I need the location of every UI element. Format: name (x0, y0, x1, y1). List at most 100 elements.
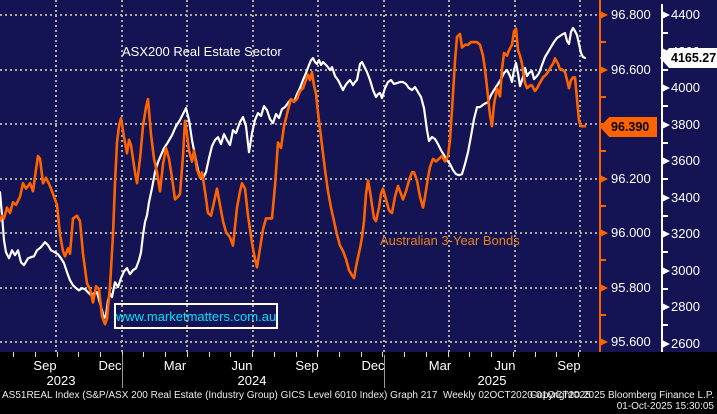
axis-tick-arrow (662, 266, 670, 275)
bonds-series-label: Australian 3-Year Bonds (380, 233, 520, 248)
x-minor-tick (447, 352, 449, 357)
axis-tick-arrow (662, 230, 670, 238)
year-separator (121, 355, 123, 388)
axis-tick-label: 3800 (671, 116, 700, 132)
axis-tick-arrow (600, 229, 608, 237)
axis-tick-arrow (662, 303, 670, 311)
axis-minor-tick (661, 141, 668, 144)
x-month-label: Sep (557, 358, 581, 373)
x-minor-tick (208, 352, 210, 357)
gridline-vertical (382, 0, 385, 352)
axis-minor-tick (599, 150, 606, 153)
footer-timestamp: 01-Oct-2025 15:30:05 (616, 401, 714, 412)
gridline-horizontal (0, 123, 600, 125)
x-minor-tick (512, 352, 514, 357)
axis-minor-tick (599, 123, 606, 125)
x-minor-tick (360, 352, 362, 357)
axis-tick-label: 3000 (671, 262, 700, 278)
axis-tick-arrow (662, 193, 670, 202)
gridline-vertical (448, 0, 450, 352)
axis-tick-arrow (600, 11, 608, 19)
axis-tick-label: 3200 (671, 226, 700, 241)
x-minor-tick (186, 352, 188, 357)
axis-tick-arrow (662, 157, 670, 165)
x-minor-tick (317, 352, 319, 357)
axis-tick-label: 96.800 (611, 7, 651, 22)
x-minor-tick (252, 352, 253, 357)
asx-series-label: ASX200 Real Estate Sector (122, 44, 282, 59)
gridline-vertical (579, 0, 581, 352)
axis-tick-arrow (662, 84, 670, 92)
x-minor-tick (34, 352, 36, 357)
chart-plot-area[interactable]: ASX200 Real Estate Sector Australian 3-Y… (0, 0, 600, 352)
watermark-url: www.marketmatters.com.au (115, 308, 277, 324)
x-month-label: Jun (494, 358, 516, 373)
x-minor-tick (469, 352, 471, 357)
bond-last-price-tag: 96.390 (600, 117, 657, 137)
gridline-horizontal (0, 232, 600, 234)
gridline-horizontal (0, 68, 600, 71)
x-month-label: Jun (231, 358, 253, 373)
axis-minor-tick (599, 259, 606, 262)
gridline-horizontal (0, 14, 600, 16)
x-year-label: 2025 (477, 373, 507, 388)
x-minor-tick (143, 352, 145, 357)
axis-tick-arrow (662, 120, 670, 129)
gridline-vertical (251, 0, 254, 352)
axis-minor-tick (599, 313, 606, 316)
axis-minor-tick (599, 41, 606, 44)
axis-tick-arrow (600, 283, 608, 292)
axis-minor-tick (661, 324, 668, 327)
x-minor-tick (556, 352, 558, 357)
x-minor-tick (295, 352, 297, 357)
axis-tick-label: 96.200 (611, 170, 651, 186)
x-month-label: Dec (98, 358, 122, 373)
x-year-label: 2024 (237, 373, 267, 388)
axis-minor-tick (599, 204, 606, 207)
watermark-box: www.marketmatters.com.au (114, 303, 278, 329)
axis-minor-tick (661, 178, 668, 181)
axis-tick-label: 96.600 (611, 61, 651, 77)
axis-tick-label: 2800 (671, 299, 700, 314)
x-minor-tick (56, 352, 58, 357)
axis-tick-arrow (600, 338, 608, 346)
x-month-label: Sep (33, 358, 57, 373)
gridline-horizontal (0, 177, 600, 180)
x-minor-tick (578, 352, 579, 357)
gridline-horizontal (0, 341, 600, 343)
gridline-vertical (513, 0, 516, 352)
x-year-label: 2023 (46, 373, 76, 388)
series-line-asx (0, 26, 587, 320)
x-month-label: Sep (295, 358, 319, 373)
axis-tick-arrow (600, 65, 608, 74)
x-minor-tick (78, 352, 80, 357)
x-month-label: Mar (428, 358, 452, 373)
x-minor-tick (273, 352, 275, 357)
x-minor-tick (165, 352, 167, 357)
axis-tick-arrow (662, 339, 670, 348)
axis-minor-tick (661, 287, 668, 290)
gridline-vertical (120, 0, 123, 352)
axis-tick-label: 4400 (671, 7, 700, 22)
x-month-label: Mar (163, 358, 187, 373)
x-minor-tick (13, 352, 14, 357)
x-minor-tick (425, 352, 427, 357)
axis-minor-tick (661, 251, 668, 254)
index-axis-line (661, 4, 663, 352)
footer-copyright: Copyright© 2025 Bloomberg Finance L.P. (530, 390, 714, 401)
footer-ticker-description: AS51REAL Index (S&P/ASX 200 Real Estate … (2, 390, 591, 401)
gridline-vertical (317, 0, 319, 352)
axis-minor-tick (661, 105, 668, 108)
series-lines-canvas (0, 26, 587, 326)
index-last-price-tag: 4165.27 (660, 48, 717, 68)
axis-minor-tick (661, 68, 668, 71)
axis-tick-label: 95.600 (611, 334, 651, 349)
x-minor-tick (491, 352, 493, 357)
axis-tick-arrow (662, 11, 670, 19)
x-minor-tick (99, 352, 101, 357)
gridline-vertical (186, 0, 188, 352)
axis-minor-tick (661, 214, 668, 217)
x-minor-tick (534, 352, 536, 357)
x-axis-strip: Sep Dec Mar Jun Sep Dec Mar Jun Sep 2023 2024 2025 … (0, 352, 717, 414)
